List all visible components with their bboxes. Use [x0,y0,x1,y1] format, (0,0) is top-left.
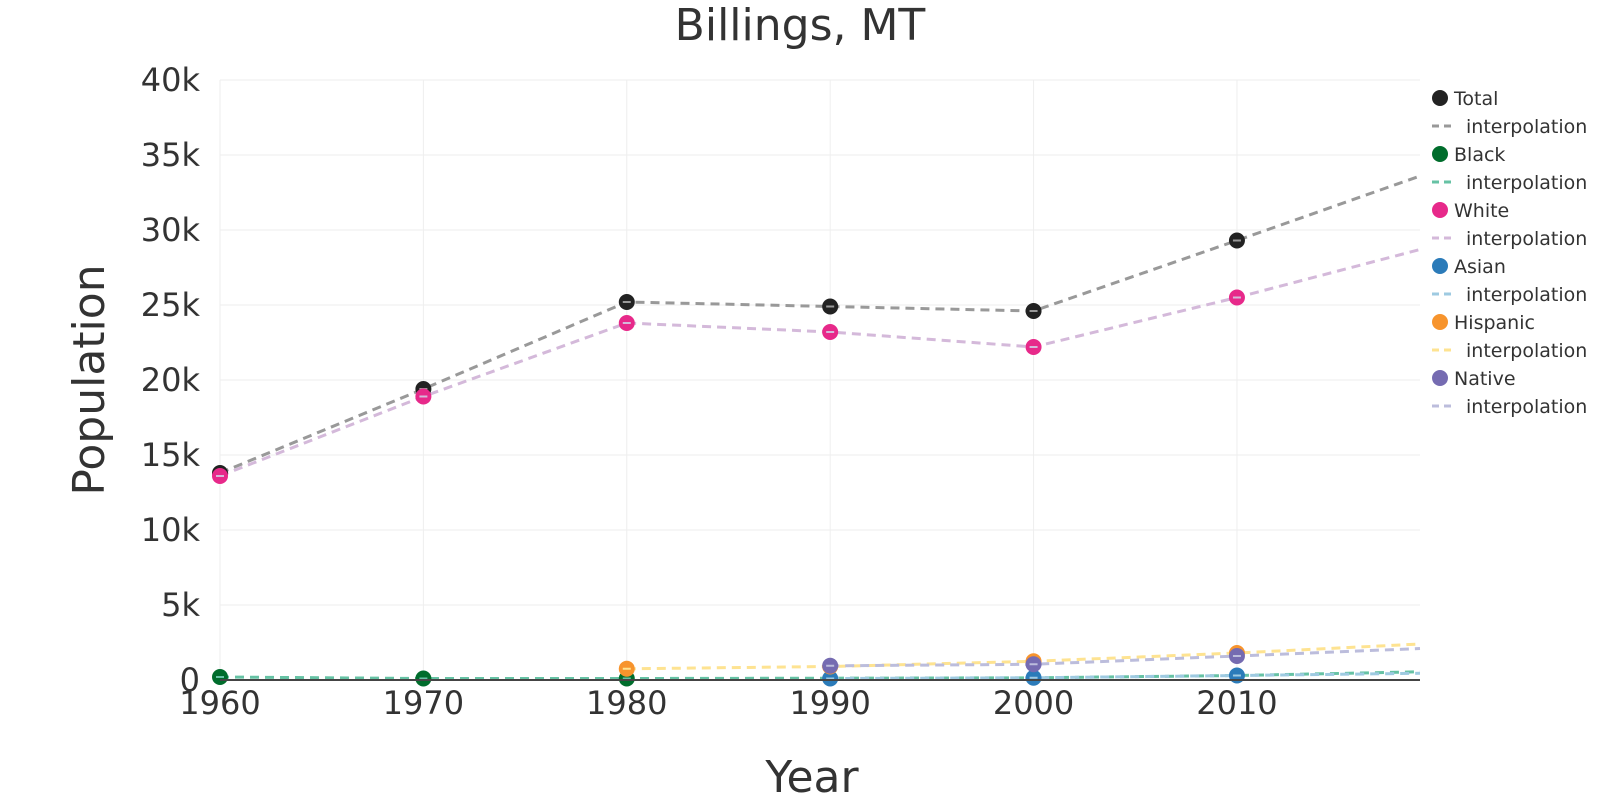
legend-marker-total [1432,90,1448,106]
legend-label-white: White [1454,200,1509,222]
interpolation-line-hispanic [626,642,1421,671]
legend-item-white-interpolation[interactable]: interpolation [1432,228,1587,250]
legend-label-asian: Asian [1454,256,1506,278]
axes: 0 5k 10k 15k 20k 25k 30k 35k 40k 1960 1970 1980 1990… [141,61,1420,722]
legend-marker-black [1432,146,1448,162]
y-tick-label: 15k [141,436,201,474]
legend-item-white[interactable]: White [1432,200,1509,222]
legend-item-asian[interactable]: Asian [1432,256,1506,278]
legend-item-total-interpolation[interactable]: interpolation [1432,116,1587,138]
legend-item-black[interactable]: Black [1432,144,1505,166]
y-tick-label: 20k [141,361,201,399]
legend-label-total: Total [1453,88,1498,110]
legend-label-native: Native [1454,368,1516,390]
legend-label-hispanic-interpolation: interpolation [1466,340,1587,362]
x-tick-label: 1980 [586,684,667,722]
chart-title: Billings, MT [675,0,926,51]
legend-label-asian-interpolation: interpolation [1466,284,1587,306]
legend-marker-asian [1432,258,1448,274]
y-tick-label: 5k [161,586,200,624]
interpolation-line-asian [830,671,1421,680]
x-tick-label: 2000 [993,684,1074,722]
legend-label-native-interpolation: interpolation [1466,396,1587,418]
legend-item-asian-interpolation[interactable]: interpolation [1432,284,1587,306]
y-tick-label: 30k [141,211,201,249]
legend-label-white-interpolation: interpolation [1466,228,1587,250]
data-points [212,232,1245,687]
legend-item-hispanic[interactable]: Hispanic [1432,312,1535,334]
legend[interactable]: Total interpolation Black interpolation Whit… [1432,88,1587,418]
x-tick-label: 1960 [179,684,260,722]
legend-item-native[interactable]: Native [1432,368,1516,390]
legend-item-total[interactable]: Total [1432,88,1498,110]
legend-label-black-interpolation: interpolation [1466,172,1587,194]
x-tick-label: 2010 [1196,684,1277,722]
legend-item-native-interpolation[interactable]: interpolation [1432,396,1587,418]
interpolation-line-total [219,174,1421,475]
x-tick-label: 1990 [789,684,870,722]
legend-label-black: Black [1454,144,1505,166]
interpolation-lines [219,174,1421,680]
y-axis-title: Population [64,264,115,495]
legend-label-hispanic: Hispanic [1454,312,1535,334]
y-tick-label: 25k [141,286,201,324]
legend-marker-hispanic [1432,314,1448,330]
y-tick-label: 10k [141,511,201,549]
x-axis-title: Year [764,752,859,800]
grid-layer [219,79,1420,680]
legend-marker-white [1432,202,1448,218]
y-tick-label: 35k [141,136,201,174]
x-tick-label: 1970 [383,684,464,722]
legend-item-black-interpolation[interactable]: interpolation [1432,172,1587,194]
legend-item-hispanic-interpolation[interactable]: interpolation [1432,340,1587,362]
y-tick-label: 0 [180,661,200,699]
interpolation-line-native [830,647,1421,668]
legend-marker-native [1432,370,1448,386]
legend-label-total-interpolation: interpolation [1466,116,1587,138]
y-tick-label: 40k [141,61,201,99]
interpolation-line-white [219,248,1421,478]
